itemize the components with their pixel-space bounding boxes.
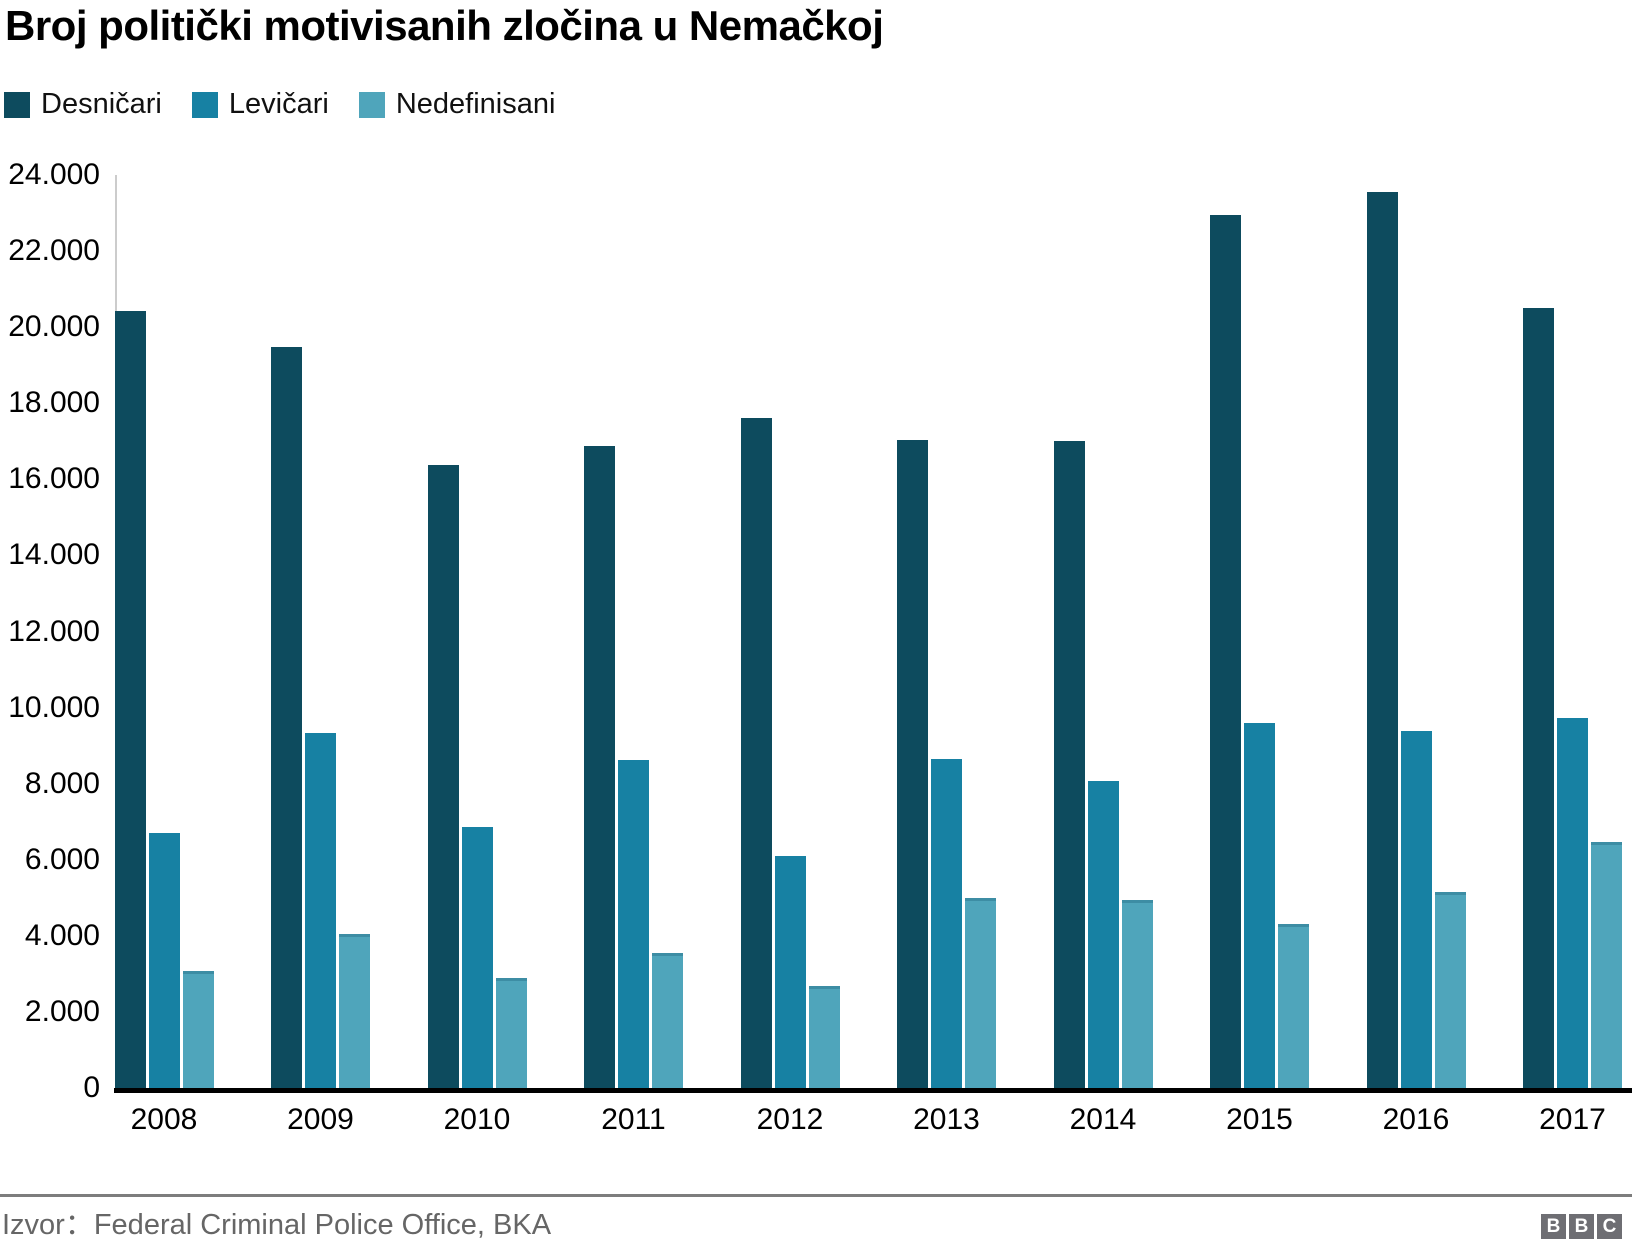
bar-levičari-2016 <box>1400 731 1432 1088</box>
bar-desničari-2013 <box>897 440 928 1088</box>
y-tick-label: 6.000 <box>24 842 100 876</box>
bar-levičari-2013 <box>931 759 962 1088</box>
x-tick-label: 2013 <box>913 1103 980 1136</box>
y-tick-label: 24.000 <box>8 158 100 191</box>
bar-nedefinisani-2009 <box>339 934 370 1088</box>
bar-nedefinisani-2011 <box>652 953 683 1088</box>
bar-nedefinisani-2010 <box>495 978 527 1088</box>
x-tick-label: 2017 <box>1539 1103 1606 1136</box>
bar-levičari-2012 <box>774 856 806 1088</box>
legend-label: Nedefinisani <box>395 88 556 120</box>
bar-nedefinisani-2015 <box>1278 924 1309 1088</box>
x-axis-baseline <box>114 1088 1632 1093</box>
x-tick-label: 2016 <box>1382 1103 1450 1136</box>
bar-levičari-2009 <box>305 733 336 1088</box>
bar-levičari-2010 <box>461 827 493 1088</box>
y-tick-label: 2.000 <box>24 994 100 1028</box>
chart-title: Broj politički motivisanih zločina u Nem… <box>5 2 884 49</box>
bar-nedefinisani-2016 <box>1434 892 1466 1088</box>
legend-item-desničari: Desničari <box>4 88 162 121</box>
bar-desničari-2009 <box>271 347 302 1088</box>
bar-desničari-2010 <box>427 465 459 1088</box>
bar-nedefinisani-2017 <box>1591 842 1622 1088</box>
legend-item-levičari: Levičari <box>191 88 329 121</box>
y-tick-label: 10.000 <box>8 690 100 724</box>
x-tick-label: 2015 <box>1226 1103 1293 1136</box>
legend-label: Desničari <box>41 88 162 120</box>
bar-nedefinisani-2014 <box>1121 900 1153 1088</box>
y-tick-label: 20.000 <box>8 310 100 344</box>
y-tick-label: 8.000 <box>24 766 100 800</box>
bar-nedefinisani-2013 <box>965 898 996 1088</box>
legend-swatch <box>4 91 30 118</box>
bar-desničari-2015 <box>1210 215 1241 1088</box>
y-tick-label: 14.000 <box>8 538 100 572</box>
bbc-logo-block: B <box>1541 1214 1566 1239</box>
y-tick-label: 22.000 <box>8 234 100 268</box>
bar-desničari-2008 <box>114 311 146 1088</box>
x-tick-label: 2009 <box>287 1103 354 1136</box>
bar-nedefinisani-2012 <box>808 986 840 1088</box>
x-tick-label: 2011 <box>601 1103 666 1136</box>
bar-desničari-2016 <box>1366 192 1398 1088</box>
bar-levičari-2011 <box>618 760 649 1088</box>
x-tick-label: 2010 <box>443 1103 511 1136</box>
y-tick-label: 12.000 <box>8 614 100 648</box>
legend-swatch <box>358 91 385 118</box>
legend: Desničari Levičari Nedefinisani <box>4 88 555 121</box>
y-tick-label: 18.000 <box>8 386 100 420</box>
x-tick-label: 2014 <box>1069 1103 1137 1136</box>
bar-nedefinisani-2008 <box>182 971 214 1088</box>
legend-item-nedefinisani: Nedefinisani <box>358 88 556 121</box>
bar-desničari-2012 <box>740 418 772 1088</box>
y-tick-label: 0 <box>83 1071 100 1104</box>
bar-levičari-2014 <box>1087 781 1119 1088</box>
bar-levičari-2015 <box>1244 723 1275 1088</box>
source-text: Izvor：Federal Criminal Police Office, BK… <box>2 1209 552 1241</box>
y-tick-label: 4.000 <box>24 918 100 952</box>
bar-levičari-2017 <box>1557 718 1588 1088</box>
bbc-logo-block: B <box>1569 1214 1594 1239</box>
x-tick-label: 2008 <box>130 1103 198 1136</box>
y-tick-label: 16.000 <box>8 462 100 496</box>
legend-swatch <box>191 91 218 118</box>
bbc-logo-block: C <box>1597 1214 1622 1239</box>
bar-desničari-2014 <box>1053 441 1085 1088</box>
legend-label: Levičari <box>228 88 329 120</box>
bar-levičari-2008 <box>148 833 180 1088</box>
x-tick-label: 2012 <box>756 1103 824 1136</box>
bar-desničari-2011 <box>584 446 615 1088</box>
footer-divider <box>0 1194 1632 1197</box>
bar-desničari-2017 <box>1523 308 1554 1088</box>
